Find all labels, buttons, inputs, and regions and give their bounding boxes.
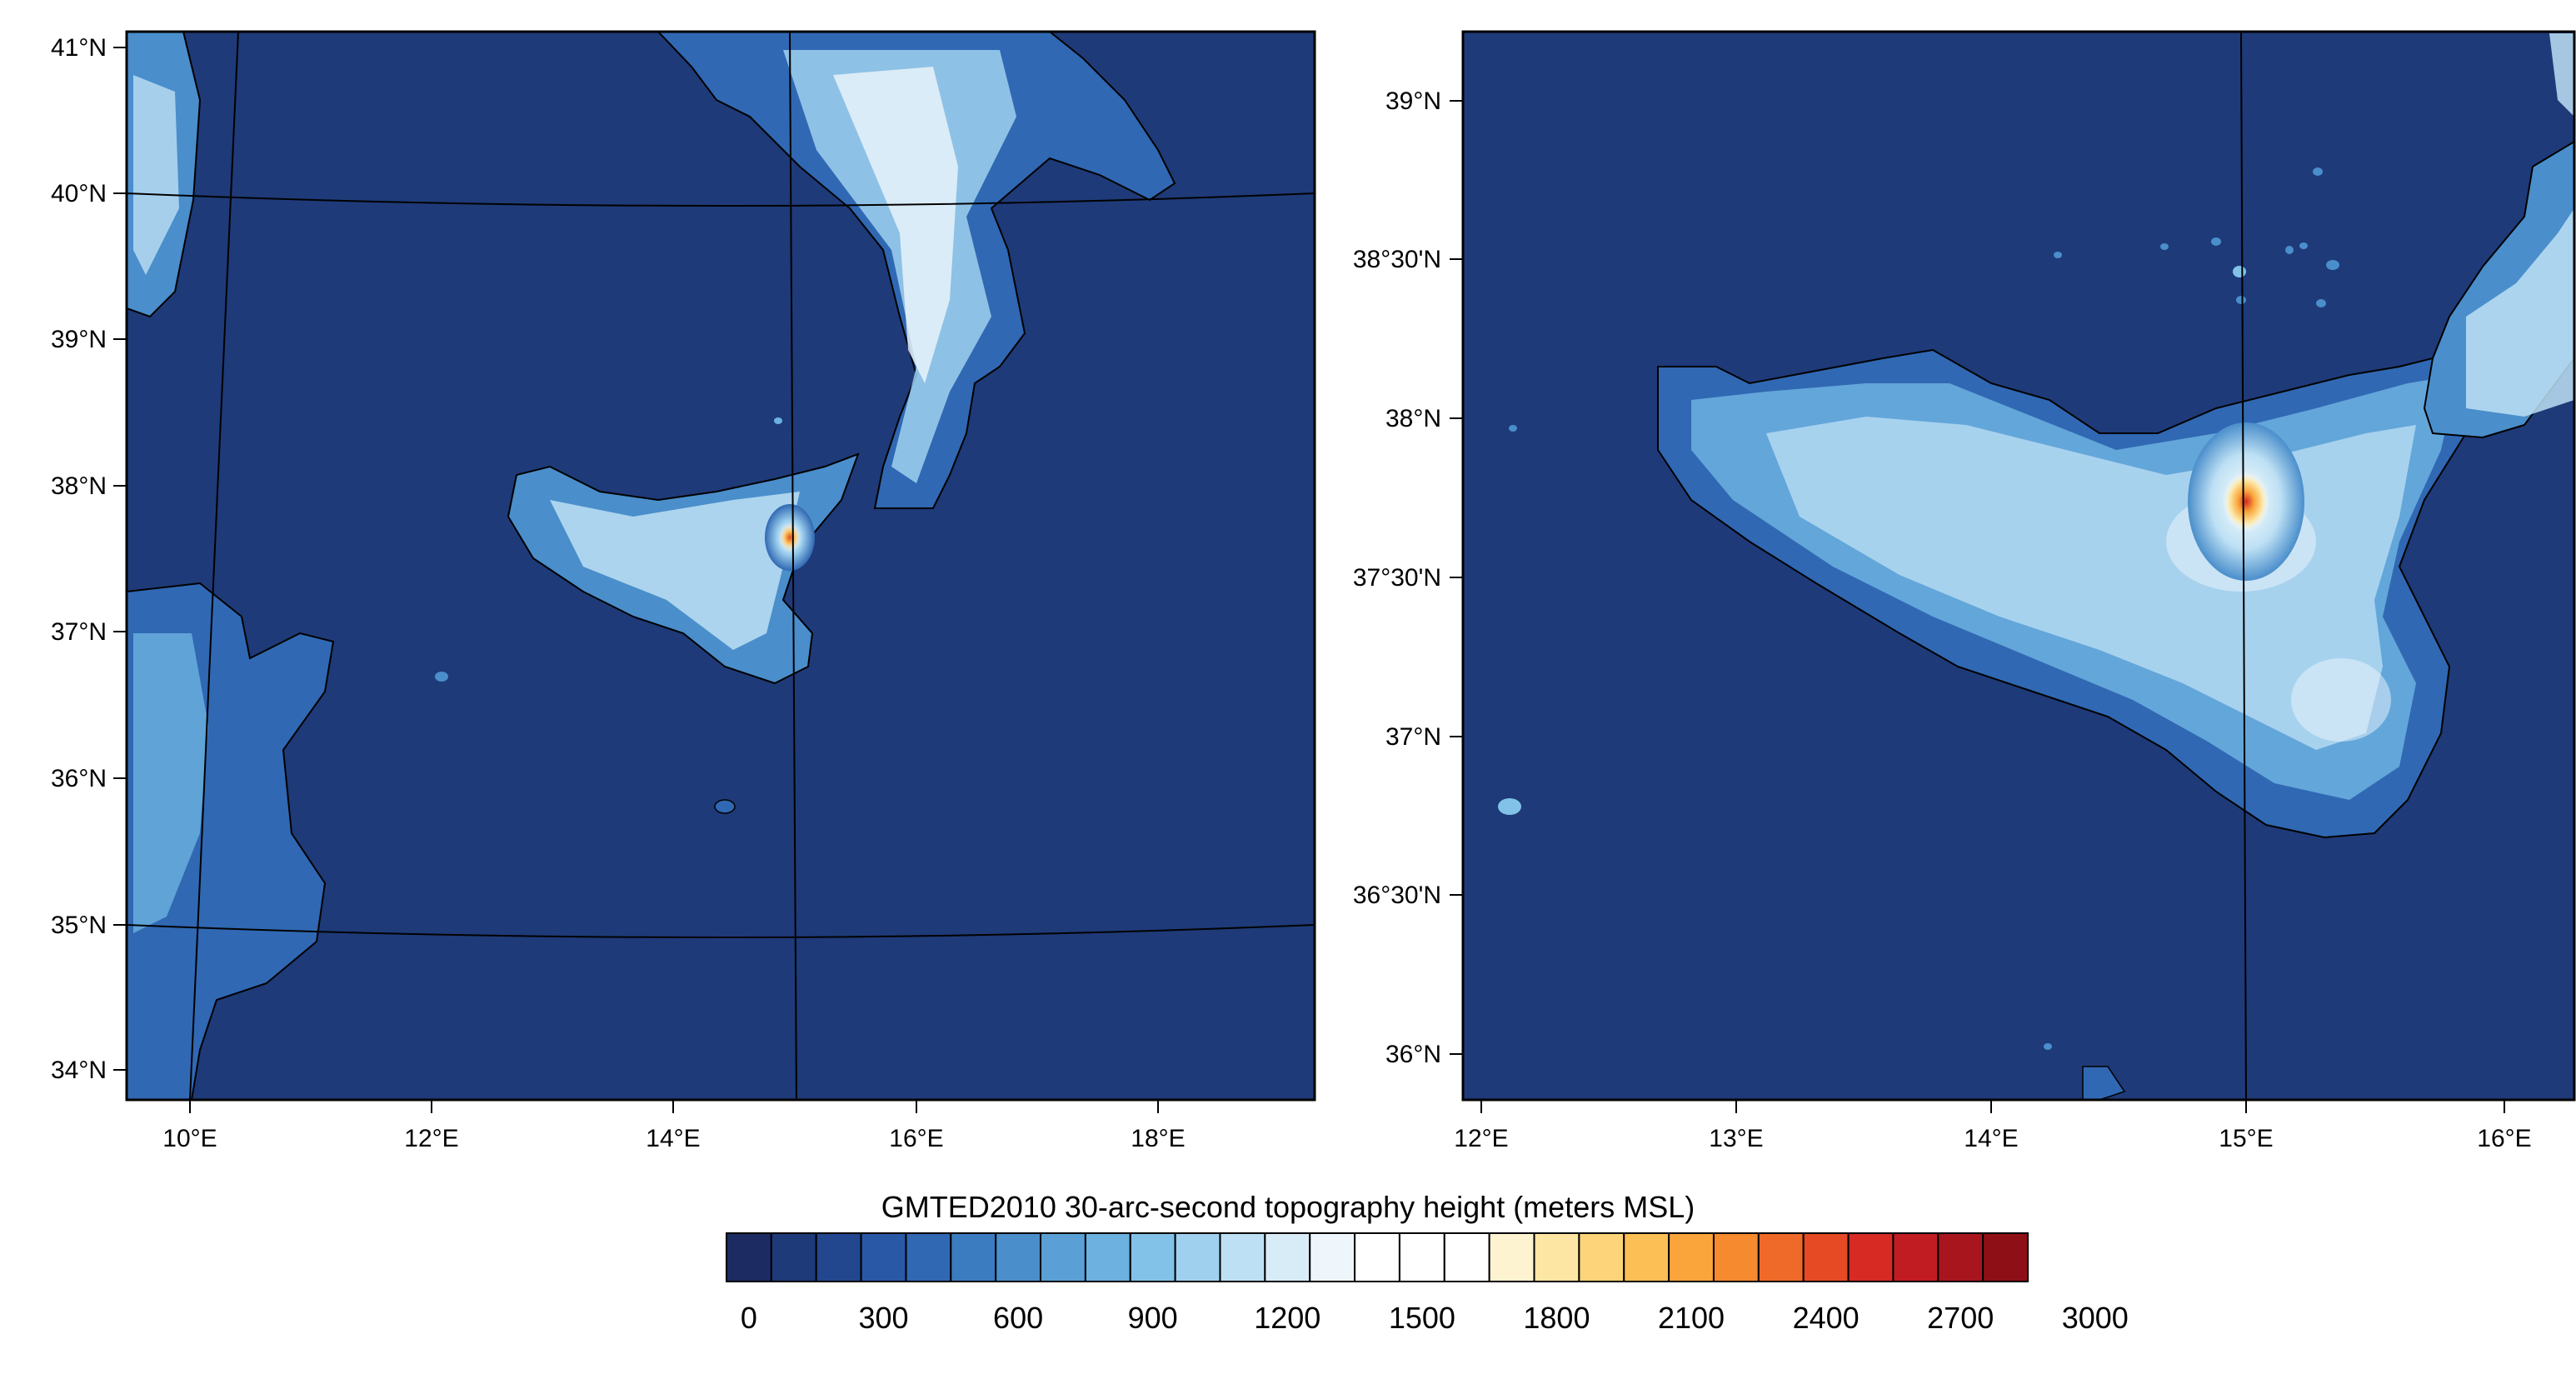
colorbar-swatch xyxy=(1443,1232,1490,1282)
colorbar-tick-label: 2400 xyxy=(1793,1301,1860,1335)
right-lat-label: 39°N xyxy=(1385,87,1441,115)
left-map: 41°N 40°N 39°N 38°N 37°N 36°N 35°N 34°N … xyxy=(51,30,1316,1152)
colorbar-swatch xyxy=(1309,1232,1356,1282)
colorbar-swatch xyxy=(1712,1232,1760,1282)
colorbar-swatch xyxy=(1129,1232,1176,1282)
colorbar-swatch xyxy=(1040,1232,1086,1282)
right-map-frame xyxy=(1461,30,2576,1102)
right-lon-label: 15°E xyxy=(2219,1125,2273,1152)
colorbar-tick-label: 1200 xyxy=(1254,1301,1320,1335)
right-lat-label: 36°30'N xyxy=(1353,882,1441,909)
colorbar-tick-label: 2700 xyxy=(1927,1301,1994,1335)
left-lat-label: 38°N xyxy=(51,472,107,500)
left-lon-label: 12°E xyxy=(404,1125,458,1152)
left-map-frame xyxy=(125,30,1316,1102)
colorbar-swatch xyxy=(995,1232,1042,1282)
right-lat-ticks xyxy=(1450,100,1463,1055)
right-lon-label: 12°E xyxy=(1454,1125,1508,1152)
left-land xyxy=(127,32,1176,1100)
colorbar-swatch xyxy=(1219,1232,1266,1282)
right-lat-label: 37°30'N xyxy=(1353,564,1441,592)
colorbar-swatch xyxy=(1174,1232,1221,1282)
left-lon-label: 16°E xyxy=(889,1125,943,1152)
left-lat-label: 35°N xyxy=(51,912,107,939)
colorbar-tick-label: 600 xyxy=(993,1301,1043,1335)
right-lon-label: 14°E xyxy=(1964,1125,2018,1152)
left-lat-label: 36°N xyxy=(51,765,107,792)
colorbar-swatch xyxy=(1802,1232,1850,1282)
left-map-panel: 41°N 40°N 39°N 38°N 37°N 36°N 35°N 34°N … xyxy=(0,0,1333,1183)
colorbar-tick-label: 2100 xyxy=(1658,1301,1725,1335)
colorbar-boxes xyxy=(726,1232,2029,1282)
colorbar-swatch xyxy=(1084,1232,1131,1282)
colorbar-tick-label: 1800 xyxy=(1523,1301,1590,1335)
colorbar-swatch xyxy=(1264,1232,1311,1282)
colorbar-swatch xyxy=(726,1232,772,1282)
right-lon-ticks xyxy=(1480,1100,2505,1113)
colorbar-swatch xyxy=(950,1232,997,1282)
right-lat-label: 36°N xyxy=(1385,1041,1441,1068)
left-lon-label: 10°E xyxy=(162,1125,217,1152)
left-graticule xyxy=(127,32,1315,1100)
colorbar-swatch xyxy=(1488,1232,1535,1282)
colorbar-swatch xyxy=(1533,1232,1580,1282)
colorbar-swatch xyxy=(1623,1232,1670,1282)
colorbar-tick-label: 300 xyxy=(858,1301,908,1335)
left-lon-label: 18°E xyxy=(1131,1125,1185,1152)
colorbar-swatch xyxy=(1757,1232,1805,1282)
left-lat-label: 34°N xyxy=(51,1057,107,1084)
colorbar-swatch xyxy=(1892,1232,1939,1282)
colorbar-swatch xyxy=(1847,1232,1895,1282)
colorbar-tick-label: 1500 xyxy=(1389,1301,1455,1335)
colorbar-swatch xyxy=(770,1232,817,1282)
right-lat-label: 37°N xyxy=(1385,723,1441,751)
right-graticule xyxy=(2240,32,2247,1100)
left-lat-ticks xyxy=(113,47,127,1071)
colorbar-swatch xyxy=(1354,1232,1400,1282)
left-lon-label: 14°E xyxy=(646,1125,700,1152)
right-map: 39°N 38°30'N 38°N 37°30'N 37°N 36°30'N 3… xyxy=(1353,30,2576,1152)
right-lat-label: 38°30'N xyxy=(1353,246,1441,273)
right-land xyxy=(1498,32,2574,1100)
right-lat-label: 38°N xyxy=(1385,405,1441,432)
colorbar-swatch xyxy=(1668,1232,1715,1282)
colorbar-swatch xyxy=(815,1232,862,1282)
left-lat-label: 37°N xyxy=(51,618,107,646)
colorbar-tick-label: 3000 xyxy=(2062,1301,2129,1335)
left-lat-label: 41°N xyxy=(51,34,107,62)
colorbar-tick-labels: 0 300 600 900 1200 1500 1800 2100 2400 2700 3000 xyxy=(741,1301,2129,1335)
right-map-panel: 39°N 38°30'N 38°N 37°30'N 37°N 36°30'N 3… xyxy=(1300,0,2576,1183)
colorbar-swatch xyxy=(1982,1232,2029,1282)
left-lon-ticks xyxy=(189,1100,1159,1113)
colorbar-swatch xyxy=(1398,1232,1445,1282)
colorbar-tick-label: 0 xyxy=(741,1301,757,1335)
left-lat-label: 39°N xyxy=(51,326,107,353)
right-lon-label: 16°E xyxy=(2477,1125,2531,1152)
colorbar-swatch xyxy=(860,1232,907,1282)
colorbar-swatch xyxy=(1578,1232,1625,1282)
colorbar-swatch xyxy=(905,1232,952,1282)
colorbar-title: GMTED2010 30-arc-second topography heigh… xyxy=(881,1190,1695,1224)
colorbar-swatch xyxy=(1937,1232,1984,1282)
right-lon-label: 13°E xyxy=(1709,1125,1763,1152)
colorbar-tick-label: 900 xyxy=(1128,1301,1178,1335)
left-lat-label: 40°N xyxy=(51,180,107,207)
